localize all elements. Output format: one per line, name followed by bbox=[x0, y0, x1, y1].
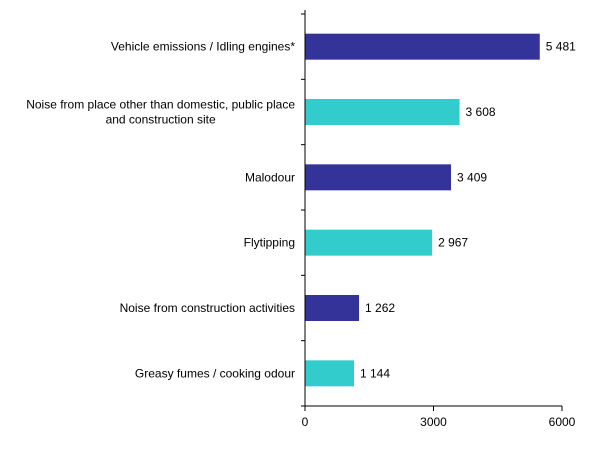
category-label-4: Flytipping bbox=[244, 236, 295, 250]
bars-layer bbox=[305, 33, 540, 387]
value-label-5: 1 262 bbox=[365, 301, 395, 315]
bar-6 bbox=[305, 360, 355, 387]
category-label-2: Noise from place other than domestic, pu… bbox=[26, 98, 295, 127]
category-label-5: Noise from construction activities bbox=[120, 301, 295, 315]
value-label-1: 5 481 bbox=[546, 40, 576, 54]
axes bbox=[301, 10, 563, 411]
value-label-6: 1 144 bbox=[360, 366, 390, 380]
bar-1 bbox=[305, 33, 540, 60]
category-label-line: Greasy fumes / cooking odour bbox=[135, 366, 295, 380]
category-label-line: Vehicle emissions / Idling engines* bbox=[111, 40, 295, 54]
category-label-line: Flytipping bbox=[244, 236, 295, 250]
value-label-4: 2 967 bbox=[438, 236, 468, 250]
category-label-line: Malodour bbox=[245, 170, 295, 184]
category-label-line: and construction site bbox=[106, 113, 216, 127]
labels-layer: 5 481 Vehicle emissions / Idling engines*… bbox=[26, 40, 576, 429]
bar-3 bbox=[305, 164, 452, 191]
value-label-2: 3 608 bbox=[466, 105, 496, 119]
value-label-3: 3 409 bbox=[457, 170, 487, 184]
category-label-line: Noise from place other than domestic, pu… bbox=[26, 98, 295, 112]
category-label-1: Vehicle emissions / Idling engines* bbox=[111, 40, 295, 54]
category-label-3: Malodour bbox=[245, 170, 295, 184]
bar-2 bbox=[305, 99, 460, 125]
bar-5 bbox=[305, 295, 360, 321]
category-label-6: Greasy fumes / cooking odour bbox=[135, 366, 295, 380]
x-tick-label-3: 6000 bbox=[549, 415, 576, 429]
x-tick-label-2: 3000 bbox=[420, 415, 447, 429]
bar-4 bbox=[305, 229, 433, 256]
category-label-line: Noise from construction activities bbox=[120, 301, 295, 315]
x-tick-label-1: 0 bbox=[302, 415, 309, 429]
